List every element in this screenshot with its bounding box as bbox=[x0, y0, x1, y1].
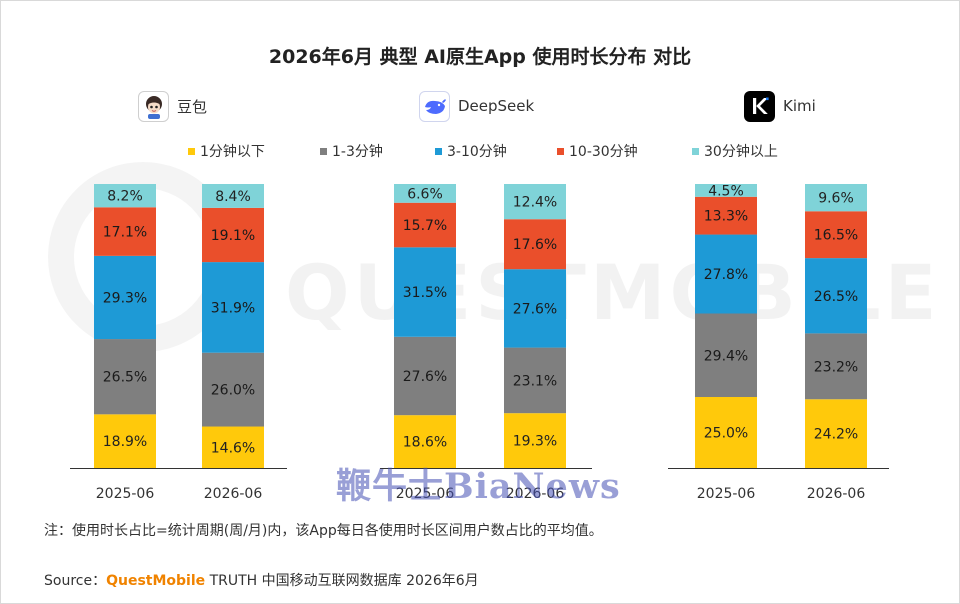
bar-data-label: 26.5% bbox=[814, 289, 858, 305]
bar-data-label: 29.4% bbox=[704, 348, 748, 364]
bar-data-label: 16.5% bbox=[814, 228, 858, 244]
legend-item: 1分钟以下 bbox=[188, 141, 265, 161]
legend-swatch bbox=[557, 147, 564, 155]
bar-data-label: 18.9% bbox=[103, 434, 147, 450]
legend-swatch bbox=[320, 147, 327, 155]
bar-segment bbox=[202, 207, 264, 263]
x-tick-label: 2026-06 bbox=[204, 486, 263, 502]
bar-data-label: 27.6% bbox=[513, 301, 557, 317]
chart-title: 2026年6月 典型 AI原生App 使用时长分布 对比 bbox=[268, 46, 692, 68]
bar-segment bbox=[504, 269, 566, 348]
bar-data-label: 17.1% bbox=[103, 225, 147, 241]
bar-data-label: 12.4% bbox=[513, 195, 557, 211]
bar-segment bbox=[202, 426, 264, 468]
bar-segment bbox=[94, 207, 156, 256]
bar-data-label: 26.5% bbox=[103, 370, 147, 386]
bar-data-label: 6.6% bbox=[407, 186, 443, 202]
bar-segment bbox=[695, 234, 757, 314]
bar-segment bbox=[94, 414, 156, 468]
chart-legend: 1分钟以下 1-3分钟 3-10分钟 10-30分钟 30分钟以上 bbox=[0, 141, 960, 161]
bar-data-label: 15.7% bbox=[403, 218, 447, 234]
bar-segment bbox=[805, 211, 867, 259]
source-brand: QuestMobile bbox=[106, 573, 206, 589]
bar-segment bbox=[695, 184, 757, 197]
legend-swatch bbox=[692, 147, 699, 155]
bar-segment bbox=[504, 184, 566, 220]
bar-data-label: 19.3% bbox=[513, 434, 557, 450]
bar-data-label: 8.4% bbox=[215, 189, 251, 205]
bar-segment bbox=[695, 397, 757, 468]
bar-segment bbox=[394, 202, 456, 248]
x-tick-label: 2025-06 bbox=[396, 486, 455, 502]
bar-data-label: 19.1% bbox=[211, 228, 255, 244]
doubao-icon bbox=[138, 90, 169, 122]
bar-data-label: 27.8% bbox=[704, 267, 748, 283]
bar-segment bbox=[202, 352, 264, 427]
legend-item: 30分钟以上 bbox=[692, 141, 778, 161]
legend-item: 1-3分钟 bbox=[320, 141, 383, 161]
bar-data-label: 23.2% bbox=[814, 359, 858, 375]
legend-swatch bbox=[435, 147, 442, 155]
bar-segment bbox=[394, 336, 456, 416]
x-tick-label: 2026-06 bbox=[807, 486, 866, 502]
bar-data-label: 24.2% bbox=[814, 427, 858, 443]
legend-item: 3-10分钟 bbox=[435, 141, 507, 161]
bar-segment bbox=[94, 339, 156, 415]
bar-segment bbox=[695, 313, 757, 397]
bar-data-label: 25.0% bbox=[704, 426, 748, 442]
legend-label: 3-10分钟 bbox=[447, 144, 507, 160]
chart-note: 注：使用时长占比=统计周期(周/月)内，该App每日各使用时长区间用户数占比的平… bbox=[44, 523, 603, 539]
bar-data-label: 14.6% bbox=[211, 440, 255, 456]
legend-label: 1分钟以下 bbox=[200, 144, 265, 160]
x-tick-label: 2025-06 bbox=[96, 486, 155, 502]
bar-segment bbox=[394, 247, 456, 337]
app-name-kimi: Kimi bbox=[783, 97, 816, 115]
legend-label: 1-3分钟 bbox=[332, 144, 383, 160]
bar-data-label: 8.2% bbox=[107, 189, 143, 205]
bar-segment bbox=[394, 415, 456, 468]
bar-data-label: 26.0% bbox=[211, 383, 255, 399]
x-tick-label: 2025-06 bbox=[697, 486, 756, 502]
bar-data-label: 31.5% bbox=[403, 285, 447, 301]
bar-segment bbox=[202, 184, 264, 208]
bar-segment bbox=[805, 184, 867, 212]
bar-segment bbox=[504, 347, 566, 414]
legend-label: 10-30分钟 bbox=[569, 144, 638, 160]
app-header-kimi: Kimi bbox=[744, 89, 816, 123]
bar-segment bbox=[94, 255, 156, 340]
bar-data-label: 17.6% bbox=[513, 237, 557, 253]
app-header-doubao: 豆包 bbox=[138, 89, 207, 123]
bar-data-label: 31.9% bbox=[211, 300, 255, 316]
bar-segment bbox=[394, 184, 456, 203]
source-prefix: Source： bbox=[44, 573, 107, 589]
app-header-deepseek: DeepSeek bbox=[419, 89, 534, 123]
legend-label: 30分钟以上 bbox=[704, 144, 778, 160]
bar-data-label: 27.6% bbox=[403, 369, 447, 385]
bar-segment bbox=[805, 399, 867, 468]
bar-segment bbox=[504, 413, 566, 468]
bar-data-label: 13.3% bbox=[704, 209, 748, 225]
bar-segment bbox=[695, 196, 757, 235]
bar-data-label: 9.6% bbox=[818, 191, 854, 207]
legend-swatch bbox=[188, 147, 195, 155]
x-tick-label: 2026-06 bbox=[506, 486, 565, 502]
bar-segment bbox=[805, 333, 867, 400]
app-name-doubao: 豆包 bbox=[177, 97, 208, 116]
bar-segment bbox=[805, 258, 867, 334]
source-rest: TRUTH 中国移动互联网数据库 2026年6月 bbox=[205, 573, 479, 589]
overlay-watermark: 鞭牛士BiaNews bbox=[336, 466, 621, 507]
bar-segment bbox=[94, 184, 156, 208]
bar-segment bbox=[202, 262, 264, 353]
chart-source: Source：QuestMobile TRUTH 中国移动互联网数据库 2026… bbox=[44, 570, 479, 590]
deepseek-whale-icon bbox=[419, 90, 450, 122]
bar-data-label: 29.3% bbox=[103, 290, 147, 306]
kimi-k-icon bbox=[744, 90, 775, 122]
app-name-deepseek: DeepSeek bbox=[458, 97, 535, 115]
bar-data-label: 4.5% bbox=[708, 183, 744, 199]
bar-segment bbox=[504, 219, 566, 270]
bar-data-label: 23.1% bbox=[513, 373, 557, 389]
bar-data-label: 18.6% bbox=[403, 435, 447, 451]
legend-item: 10-30分钟 bbox=[557, 141, 638, 161]
